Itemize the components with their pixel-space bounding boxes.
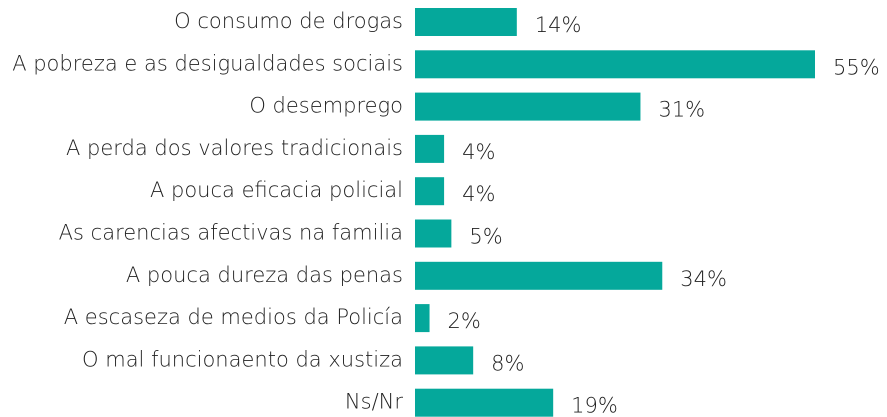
- category-label: A escaseza de medios da Policía: [64, 305, 403, 329]
- category-label: A perda dos valores tradicionais: [66, 136, 403, 160]
- category-label: A pouca eficacia policial: [150, 178, 403, 202]
- bar: [415, 346, 474, 375]
- category-label: O mal funcionaento da xustiza: [82, 347, 403, 371]
- value-label: 34%: [680, 267, 727, 291]
- category-label: As carencias afectivas na familia: [59, 221, 403, 245]
- bar: [415, 8, 517, 36]
- bar: [415, 134, 445, 163]
- value-label: 19%: [571, 394, 618, 417]
- bar: [415, 304, 430, 333]
- value-label: 4%: [462, 140, 495, 164]
- value-label: 8%: [491, 351, 524, 375]
- value-label: 55%: [833, 55, 880, 79]
- value-label: 5%: [469, 225, 502, 249]
- value-label: 4%: [462, 182, 495, 206]
- category-label: Ns/Nr: [345, 390, 403, 414]
- category-label: A pouca dureza das penas: [126, 263, 403, 287]
- bar: [415, 219, 452, 248]
- bar: [415, 388, 554, 417]
- bar: [415, 177, 445, 206]
- category-label: O desemprego: [249, 94, 403, 118]
- value-label: 14%: [535, 13, 582, 37]
- category-label: O consumo de drogas: [174, 9, 403, 33]
- value-label: 2%: [448, 309, 481, 333]
- bar: [415, 92, 641, 121]
- bar: [415, 50, 815, 79]
- category-label: A pobreza e as desigualdades sociais: [12, 51, 403, 75]
- bar: [415, 261, 663, 290]
- value-label: 31%: [658, 98, 705, 122]
